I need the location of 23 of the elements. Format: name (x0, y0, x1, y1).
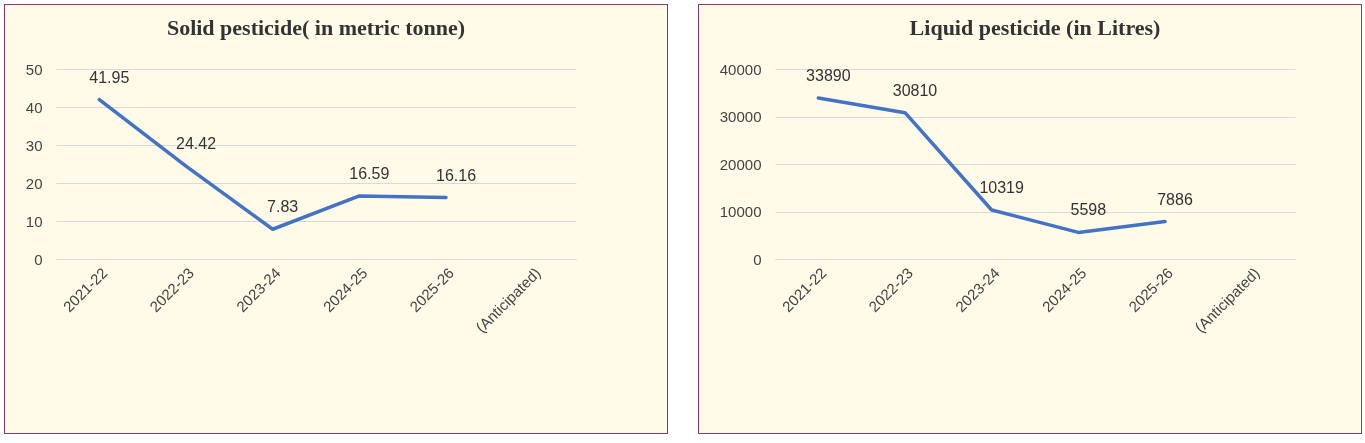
data-label: 16.16 (435, 166, 477, 184)
data-label: 30810 (892, 81, 938, 99)
chart-title: Liquid pesticide (in Litres) (909, 15, 1161, 40)
y-tick-label: 10 (25, 212, 43, 230)
y-tick-label: 50 (25, 60, 43, 78)
y-tick-label: 0 (34, 250, 43, 268)
y-tick-label: 20 (25, 174, 43, 192)
y-tick-label: 40 (25, 98, 43, 116)
data-label: 7886 (1157, 190, 1193, 208)
data-label: 10319 (979, 178, 1025, 196)
data-label: 24.42 (175, 135, 217, 153)
y-tick-label: 0 (753, 250, 762, 268)
data-label: 5598 (1070, 201, 1107, 219)
chart-title: Solid pesticide( in metric tonne) (166, 15, 466, 40)
data-label: 7.83 (267, 198, 299, 216)
y-tick-label: 10000 (719, 203, 762, 220)
data-label: 33890 (806, 67, 851, 85)
data-label: 16.59 (349, 164, 390, 182)
y-tick-label: 20000 (719, 155, 762, 173)
y-tick-label: 40000 (719, 60, 762, 78)
y-tick-label: 30000 (719, 108, 762, 125)
y-tick-label: 30 (25, 136, 43, 154)
data-label: 41.95 (89, 68, 130, 86)
